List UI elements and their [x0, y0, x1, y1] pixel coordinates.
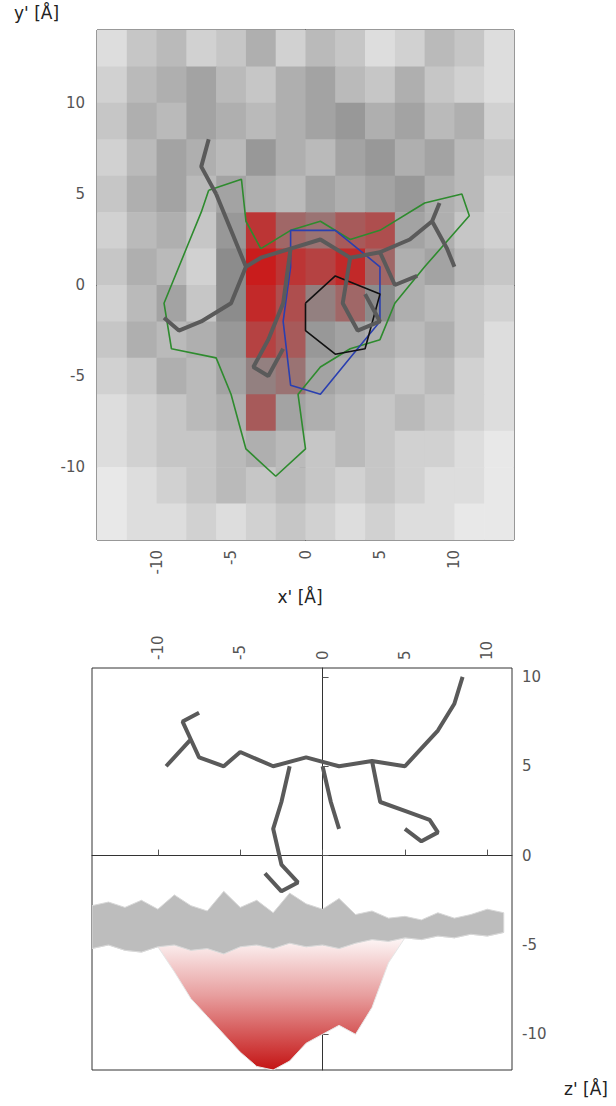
svg-text:-5: -5: [70, 367, 85, 385]
svg-text:10: 10: [445, 550, 463, 569]
svg-text:10: 10: [66, 94, 85, 112]
svg-text:10: 10: [522, 668, 541, 686]
svg-text:-5: -5: [222, 550, 240, 565]
svg-text:5: 5: [522, 757, 532, 775]
svg-text:-10: -10: [149, 636, 167, 661]
svg-text:0: 0: [75, 276, 85, 294]
svg-text:-10: -10: [61, 458, 86, 476]
svg-text:z' [Å]: z' [Å]: [564, 1078, 608, 1099]
svg-text:-10: -10: [522, 1025, 547, 1043]
svg-text:10: 10: [478, 641, 496, 660]
svg-text:-10: -10: [148, 550, 166, 575]
svg-text:0: 0: [314, 650, 332, 660]
svg-text:-5: -5: [231, 645, 249, 660]
svg-text:5: 5: [371, 550, 389, 560]
svg-text:-5: -5: [522, 936, 537, 954]
svg-text:x' [Å]: x' [Å]: [278, 586, 323, 607]
svg-text:5: 5: [396, 650, 414, 660]
svg-text:5: 5: [75, 185, 85, 203]
svg-text:y' [Å]: y' [Å]: [14, 2, 59, 23]
svg-text:0: 0: [522, 847, 532, 865]
svg-text:0: 0: [297, 550, 315, 560]
